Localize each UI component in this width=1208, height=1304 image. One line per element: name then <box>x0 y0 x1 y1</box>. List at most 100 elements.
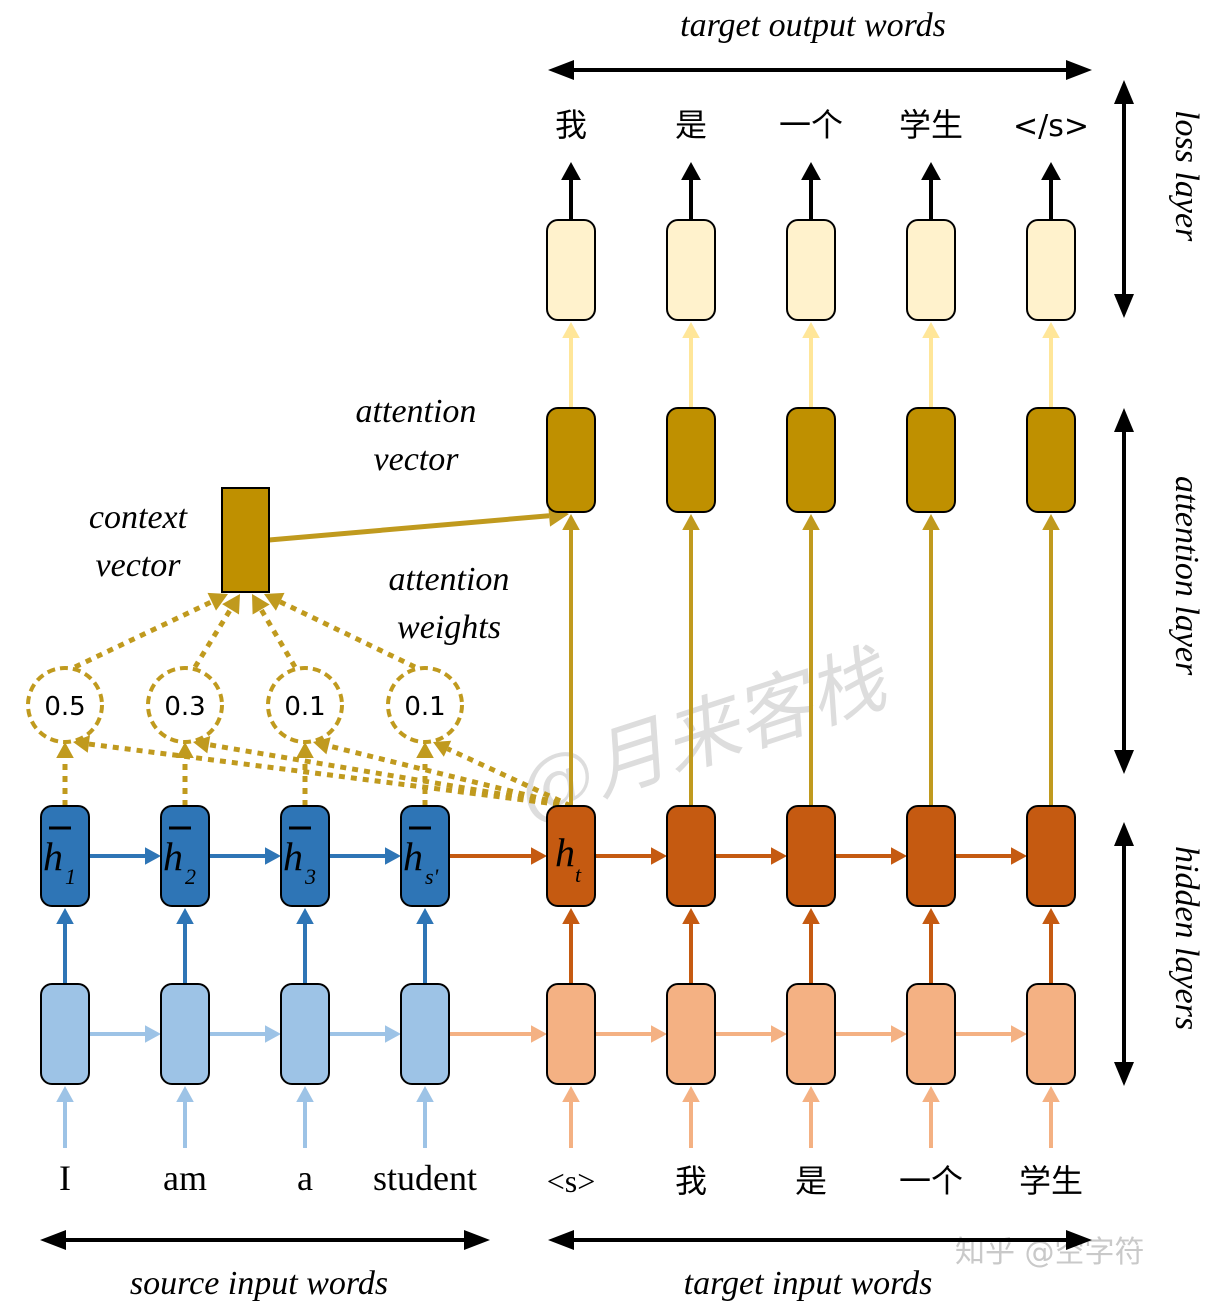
decoder-input-to-hidden-arrow-3 <box>802 908 820 984</box>
attention-vector-cell-5 <box>1026 407 1076 513</box>
encoder-input-recurrent-arrow-2 <box>209 1025 281 1043</box>
weight-to-context-dotted-arrow-3 <box>252 594 298 669</box>
encoder-hidden-cell-2 <box>160 805 210 907</box>
source-input-word-2: am <box>163 1158 207 1198</box>
loss-layer-label: loss layer <box>1168 110 1205 242</box>
encoder-hidden-symbol-1: h <box>43 834 63 879</box>
hidden-to-weight-dotted-arrow-4 <box>416 742 434 806</box>
hidden-to-attention-arrow-5 <box>1042 514 1060 806</box>
attention-weights-label-line2: weights <box>397 609 501 646</box>
attention-weight-circle-2 <box>146 666 224 744</box>
encoder-input-to-hidden-arrow-1 <box>56 908 74 984</box>
loss-cell-3 <box>786 219 836 321</box>
loss-to-output-arrow-3 <box>801 162 821 220</box>
source-input-arrow-3 <box>296 1086 314 1148</box>
encoder-hidden-cell-1 <box>40 805 90 907</box>
encoder-hidden-cell-4 <box>400 805 450 907</box>
target-output-span-arrow <box>548 60 1092 80</box>
target-input-arrow-1 <box>562 1086 580 1148</box>
hidden-to-attention-arrow-3 <box>802 514 820 806</box>
decoder-hidden-recurrent-arrow-4 <box>955 847 1027 865</box>
encoder-to-decoder-hidden-arrow <box>449 847 547 865</box>
decoder-input-to-hidden-arrow-1 <box>562 908 580 984</box>
attention-weight-circle-4 <box>386 666 464 744</box>
attention-to-loss-arrow-3 <box>802 322 820 408</box>
context-vector-label-line2: vector <box>96 547 182 584</box>
encoder-hidden-recurrent-arrow-3 <box>329 847 401 865</box>
decoder-input-to-hidden-arrow-2 <box>682 908 700 984</box>
attention-weight-circle-3 <box>266 666 344 744</box>
loss-cell-5 <box>1026 219 1076 321</box>
loss-to-output-arrow-2 <box>681 162 701 220</box>
decoder-hidden-subscript: t <box>575 862 582 887</box>
decoder-input-recurrent-arrow-2 <box>715 1025 787 1043</box>
target-output-words-label: target output words <box>680 7 946 44</box>
encoder-input-to-hidden-arrow-3 <box>296 908 314 984</box>
encoder-hidden-cell-3 <box>280 805 330 907</box>
encoder-hidden-subscript-3: 3 <box>304 864 316 889</box>
encoder-hidden-symbol-4: h <box>403 834 423 879</box>
decoder-hidden-recurrent-arrow-1 <box>595 847 667 865</box>
source-input-words-label: source input words <box>130 1265 388 1302</box>
encoder-hidden-recurrent-arrow-1 <box>89 847 161 865</box>
decoder-query-dotted-arrow-4 <box>433 740 573 809</box>
weight-to-context-dotted-arrow-4 <box>264 592 417 670</box>
decoder-input-cell-2 <box>666 983 716 1085</box>
target-output-word-4: 学生 <box>899 106 963 144</box>
source-input-span-arrow <box>40 1230 490 1250</box>
loss-to-output-arrow-5 <box>1041 162 1061 220</box>
decoder-hidden-cell-2 <box>666 805 716 907</box>
attention-dotted-connections <box>56 592 573 809</box>
decoder-query-dotted-arrow-1 <box>73 735 572 809</box>
attention-weight-value-2: 0.3 <box>164 692 205 722</box>
hidden-to-attention-arrow-1 <box>562 514 580 806</box>
attention-weight-value-4: 0.1 <box>404 692 445 722</box>
source-input-arrow-4 <box>416 1086 434 1148</box>
attention-weight-value-3: 0.1 <box>284 692 325 722</box>
weight-to-context-dotted-arrow-2 <box>192 594 240 669</box>
encoder-input-recurrent-arrow-3 <box>329 1025 401 1043</box>
attention-vector-cell-3 <box>786 407 836 513</box>
target-output-words: 我 是 一个 学生 </s> <box>555 106 1089 144</box>
decoder-hidden-cell-5 <box>1026 805 1076 907</box>
target-input-word-1: <s> <box>547 1163 596 1199</box>
source-input-arrow-2 <box>176 1086 194 1148</box>
hidden-to-weight-dotted-arrow-2 <box>176 742 194 806</box>
decoder-input-recurrent-arrow-4 <box>955 1025 1027 1043</box>
attention-weight-value-1: 0.5 <box>44 692 85 722</box>
hidden-layers-bracket <box>1114 822 1134 1086</box>
encoder-hidden-subscript-4: s' <box>425 864 439 889</box>
target-output-word-1: 我 <box>555 106 587 144</box>
target-input-arrow-3 <box>802 1086 820 1148</box>
weight-to-context-dotted-arrow-1 <box>73 592 228 670</box>
decoder-hidden-recurrent-arrow-3 <box>835 847 907 865</box>
encoder-input-cell-1 <box>40 983 90 1085</box>
hidden-to-attention-arrow-2 <box>682 514 700 806</box>
context-vector-box <box>221 487 270 593</box>
loss-layer-bracket <box>1114 80 1134 318</box>
hidden-to-weight-dotted-arrow-3 <box>296 742 314 806</box>
connection-arrows <box>56 162 1061 1148</box>
decoder-hidden-cell-4 <box>906 805 956 907</box>
target-input-arrow-5 <box>1042 1086 1060 1148</box>
encoder-input-cell-3 <box>280 983 330 1085</box>
encoder-hidden-subscript-2: 2 <box>185 864 196 889</box>
loss-cell-4 <box>906 219 956 321</box>
hidden-to-attention-arrow-4 <box>922 514 940 806</box>
encoder-input-to-hidden-arrow-4 <box>416 908 434 984</box>
loss-to-output-arrow-1 <box>561 162 581 220</box>
target-input-arrow-2 <box>682 1086 700 1148</box>
attention-to-loss-arrow-4 <box>922 322 940 408</box>
encoder-to-decoder-input-arrow <box>449 1025 547 1043</box>
target-input-arrow-4 <box>922 1086 940 1148</box>
decoder-input-cell-4 <box>906 983 956 1085</box>
loss-cell-2 <box>666 219 716 321</box>
loss-cell-1 <box>546 219 596 321</box>
target-input-word-4: 一个 <box>899 1162 963 1200</box>
decoder-hidden-cell-1 <box>546 805 596 907</box>
encoder-input-recurrent-arrow-1 <box>89 1025 161 1043</box>
target-input-word-2: 我 <box>675 1162 707 1200</box>
loss-to-output-arrow-4 <box>921 162 941 220</box>
